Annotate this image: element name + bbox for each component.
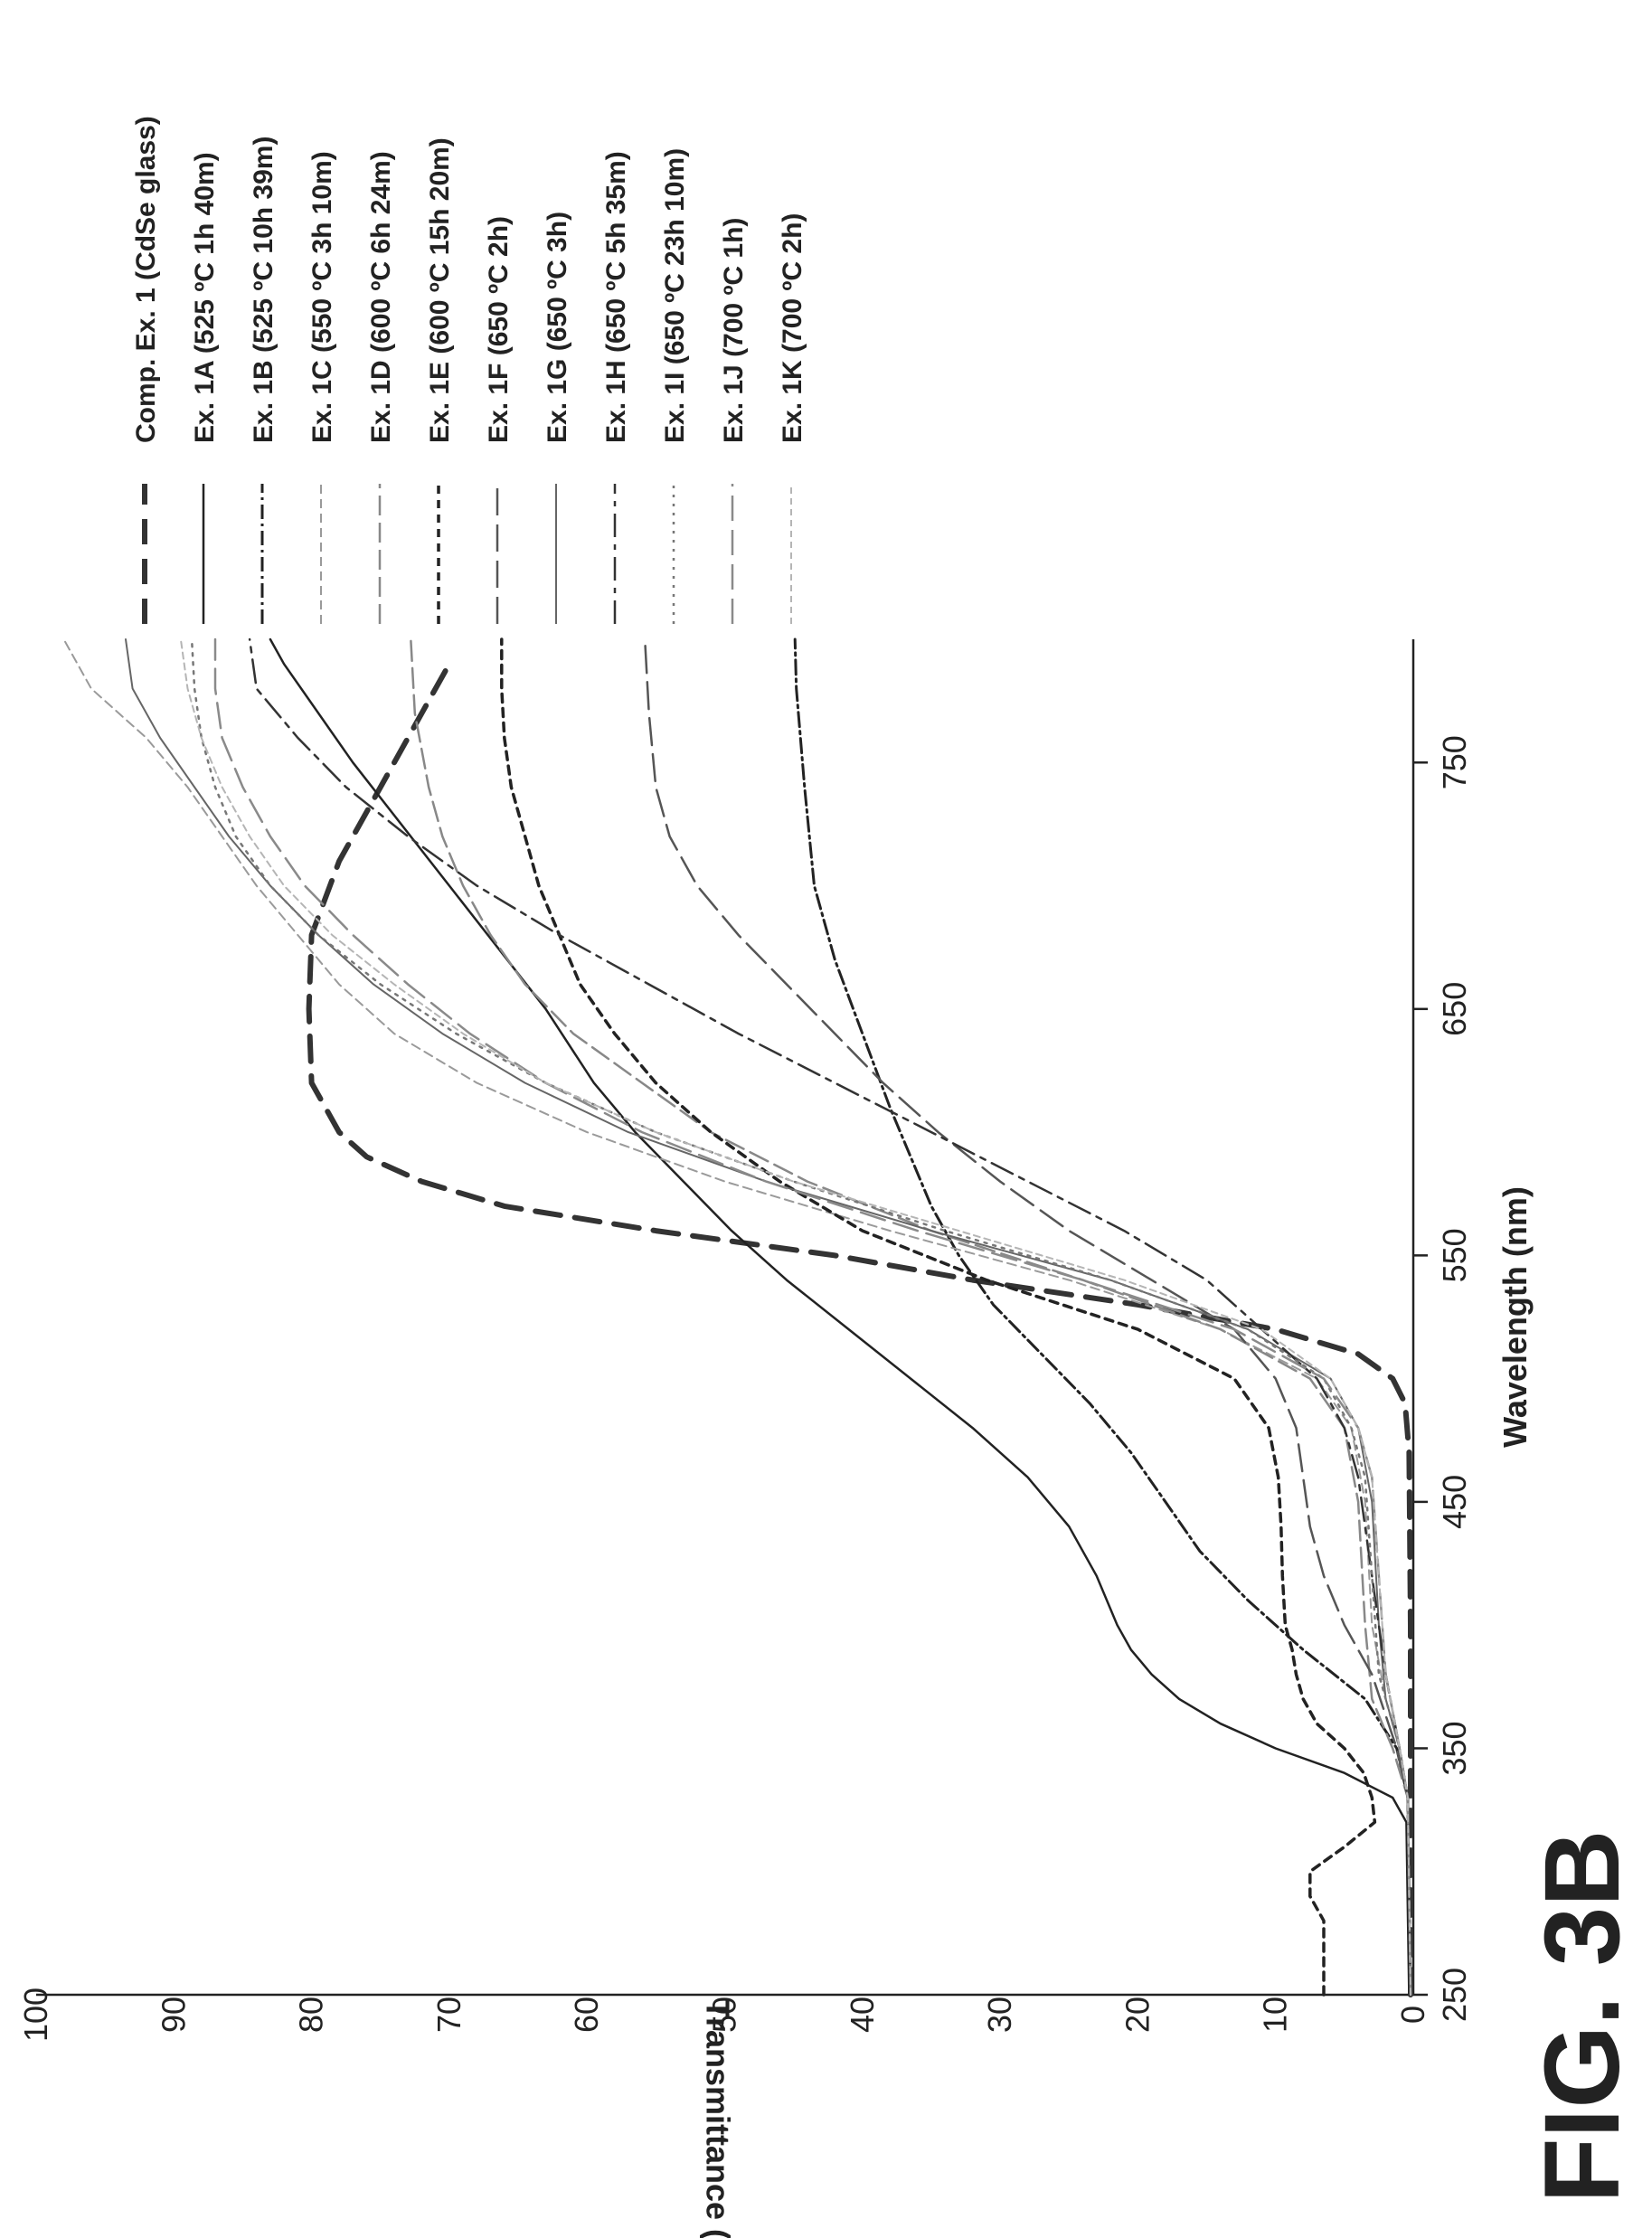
x-tick-label: 650: [1436, 982, 1473, 1036]
series-line: [500, 637, 1377, 1997]
legend-entry: Ex. 1I (650 ºC 23h 10m): [660, 148, 690, 624]
x-tick-label: 350: [1436, 1721, 1473, 1775]
legend-label: Ex. 1D (600 ºC 6h 24m): [366, 151, 396, 443]
series-line: [179, 638, 1411, 1996]
plot-area: 250 350 450 550 650 750 0 10 20 30 40 50 60 70 80 90 10…: [17, 637, 1534, 2238]
x-tick-label: 450: [1436, 1475, 1473, 1529]
figure-label: FIG. 3B: [1523, 1829, 1642, 2203]
y-tick-label: 50: [706, 1997, 743, 2033]
legend-entry: Ex. 1J (700 ºC 1h): [719, 218, 749, 624]
series-line: [190, 637, 1412, 1997]
legend-label: Ex. 1F (650 ºC 2h): [484, 216, 514, 443]
x-tick-label: 250: [1436, 1968, 1473, 2022]
legend-entry: Comp. Ex. 1 (CdSe glass): [131, 116, 161, 624]
legend-label: Ex. 1C (550 ºC 3h 10m): [307, 151, 337, 443]
legend-entry: Ex. 1B (525 ºC 10h 39m): [249, 137, 278, 624]
series-line: [213, 637, 1412, 1997]
y-tick-label: 20: [1119, 1997, 1156, 2033]
series-line: [793, 637, 1412, 1997]
y-tick-label: 100: [17, 1988, 54, 2042]
legend-entry: Ex. 1D (600 ºC 6h 24m): [366, 151, 396, 624]
series-lines: [62, 637, 1413, 1997]
series-line: [269, 637, 1411, 1997]
series-line: [643, 637, 1412, 1997]
x-axis-title: Wavelength (nm): [1496, 1186, 1534, 1448]
series-line: [248, 637, 1412, 1997]
series-line: [62, 638, 1411, 1996]
legend-label: Ex. 1K (700 ºC 2h): [778, 213, 807, 443]
y-tick-label: 90: [155, 1997, 192, 2033]
y-tick-label: 60: [568, 1997, 605, 2033]
legend-entry: Ex. 1K (700 ºC 2h): [778, 213, 807, 624]
y-tick-label: 40: [844, 1997, 881, 2033]
legend-label: Ex. 1B (525 ºC 10h 39m): [249, 137, 278, 443]
y-tick-label: 0: [1394, 2006, 1431, 2024]
legend-entry: Ex. 1C (550 ºC 3h 10m): [307, 151, 337, 624]
series-line: [306, 661, 1413, 1997]
legend-entry: Ex. 1H (650 ºC 5h 35m): [601, 151, 631, 624]
legend-label: Ex. 1A (525 ºC 1h 40m): [190, 152, 220, 443]
legend-label: Ex. 1H (650 ºC 5h 35m): [601, 151, 631, 443]
legend-entry: Ex. 1A (525 ºC 1h 40m): [190, 152, 220, 624]
legend-entry: Ex. 1F (650 ºC 2h): [484, 216, 514, 624]
y-axis-title: Transmittance (%): [700, 1999, 737, 2238]
x-tick-labels: 250 350 450 550 650 750: [1436, 735, 1473, 2022]
y-tick-labels: 0 10 20 30 40 50 60 70 80 90 100: [17, 1988, 1431, 2042]
legend-label: Comp. Ex. 1 (CdSe glass): [131, 116, 161, 443]
y-tick-label: 70: [430, 1997, 467, 2033]
y-tick-label: 10: [1257, 1997, 1294, 2033]
y-tick-label: 80: [293, 1997, 330, 2033]
series-line: [410, 637, 1412, 1997]
legend-entry: Ex. 1E (600 ºC 15h 20m): [425, 137, 455, 624]
legend-label: Ex. 1I (650 ºC 23h 10m): [660, 148, 690, 443]
x-tick-label: 550: [1436, 1228, 1473, 1282]
legend-entry: Ex. 1G (650 ºC 3h): [543, 212, 572, 624]
legend-label: Ex. 1G (650 ºC 3h): [543, 212, 572, 443]
y-tick-label: 30: [981, 1997, 1018, 2033]
legend-label: Ex. 1J (700 ºC 1h): [719, 218, 749, 443]
x-tick-marks: [1413, 761, 1428, 1997]
legend: Comp. Ex. 1 (CdSe glass) Ex. 1A (525 ºC 1…: [131, 116, 807, 624]
x-tick-label: 750: [1436, 735, 1473, 789]
legend-label: Ex. 1E (600 ºC 15h 20m): [425, 137, 455, 443]
